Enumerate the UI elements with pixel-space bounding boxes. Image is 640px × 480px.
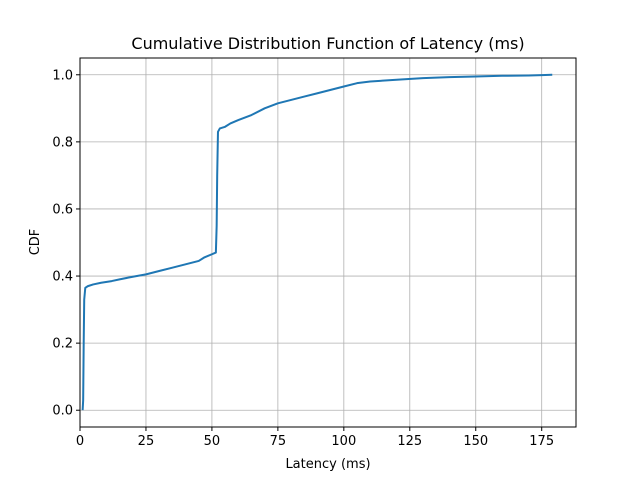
x-axis-label: Latency (ms) bbox=[285, 457, 370, 472]
series-layer bbox=[81, 73, 553, 411]
x-tick-label: 100 bbox=[331, 434, 356, 449]
chart-title: Cumulative Distribution Function of Late… bbox=[131, 34, 524, 53]
x-tick-label: 50 bbox=[204, 434, 221, 449]
y-tick-label: 0.2 bbox=[52, 337, 73, 352]
y-tick-label: 0.0 bbox=[52, 404, 73, 419]
y-tick-label: 1.0 bbox=[52, 68, 73, 83]
plot-area-frame bbox=[79, 57, 577, 428]
y-tick-label: 0.6 bbox=[52, 202, 73, 217]
ticks-layer: 0 25 50 75 100 125 150 175 0.0 0.2 0.4 0.6 0.8 1.0 bbox=[52, 68, 554, 449]
x-tick-label: 150 bbox=[463, 434, 488, 449]
y-tick-label: 0.8 bbox=[52, 135, 73, 150]
x-tick-label: 75 bbox=[270, 434, 287, 449]
x-tick-label: 25 bbox=[138, 434, 155, 449]
cdf-series-line bbox=[81, 73, 553, 411]
y-axis-label: CDF bbox=[28, 229, 43, 256]
x-tick-label: 0 bbox=[76, 434, 84, 449]
x-tick-label: 125 bbox=[397, 434, 422, 449]
x-tick-label: 175 bbox=[529, 434, 554, 449]
grid-layer bbox=[79, 58, 576, 427]
y-tick-label: 0.4 bbox=[52, 270, 73, 285]
